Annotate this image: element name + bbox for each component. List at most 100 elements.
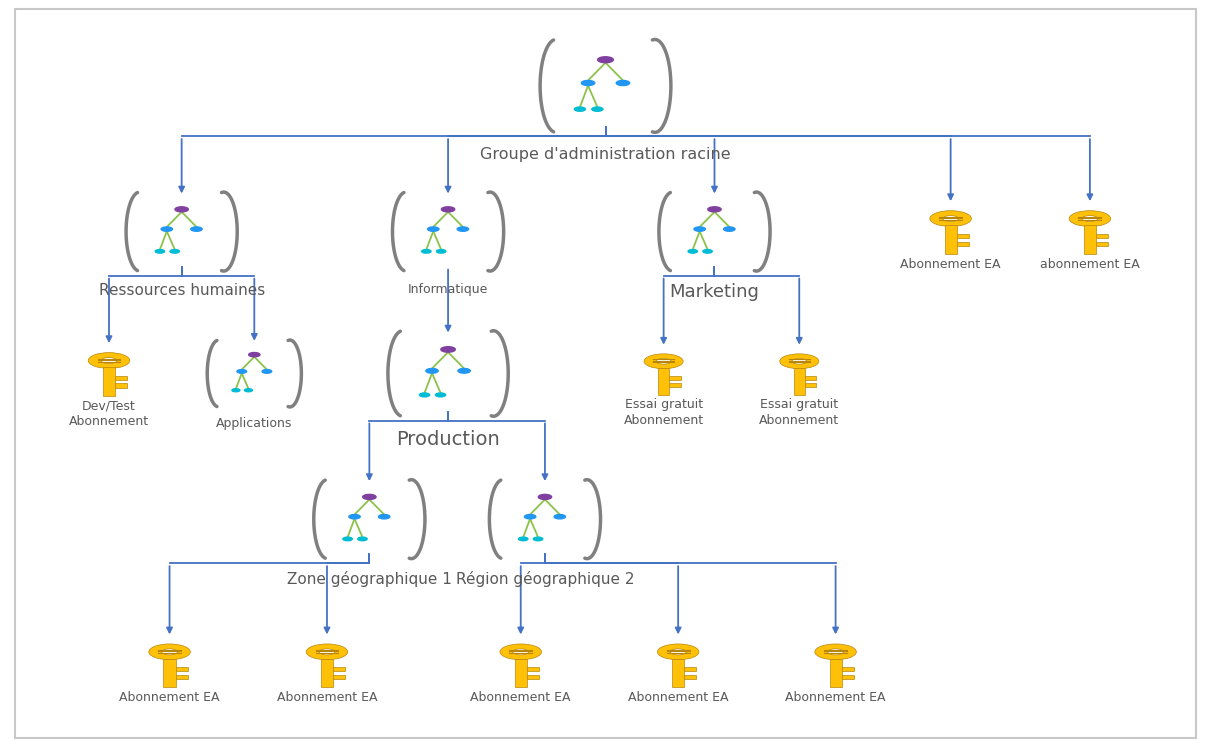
Ellipse shape bbox=[318, 649, 335, 655]
Ellipse shape bbox=[518, 537, 528, 541]
Bar bbox=[684, 675, 696, 679]
Bar bbox=[103, 368, 115, 396]
Text: Marketing: Marketing bbox=[670, 283, 759, 302]
Ellipse shape bbox=[262, 370, 271, 374]
Bar bbox=[115, 376, 127, 380]
Ellipse shape bbox=[574, 107, 585, 111]
Ellipse shape bbox=[827, 649, 844, 655]
Ellipse shape bbox=[343, 537, 352, 541]
Bar bbox=[830, 659, 842, 687]
Ellipse shape bbox=[101, 358, 117, 364]
Ellipse shape bbox=[707, 207, 722, 212]
Ellipse shape bbox=[436, 393, 446, 397]
Bar bbox=[672, 659, 684, 687]
Bar bbox=[1096, 241, 1108, 246]
Ellipse shape bbox=[441, 207, 455, 212]
Bar bbox=[527, 667, 539, 672]
Ellipse shape bbox=[555, 515, 566, 519]
Text: Ressources humaines: Ressources humaines bbox=[98, 283, 265, 299]
Ellipse shape bbox=[245, 388, 252, 391]
Bar bbox=[842, 675, 854, 679]
Bar bbox=[1084, 226, 1096, 254]
Ellipse shape bbox=[458, 227, 469, 232]
Ellipse shape bbox=[533, 537, 543, 541]
Bar bbox=[945, 226, 957, 254]
Bar bbox=[793, 368, 805, 394]
Ellipse shape bbox=[379, 515, 390, 519]
Ellipse shape bbox=[155, 249, 165, 253]
Ellipse shape bbox=[670, 649, 687, 655]
Bar bbox=[1096, 234, 1108, 238]
Bar bbox=[957, 241, 969, 246]
Text: Abonnement EA: Abonnement EA bbox=[120, 691, 219, 704]
Ellipse shape bbox=[161, 649, 178, 655]
Bar bbox=[163, 659, 176, 687]
Bar bbox=[515, 659, 527, 687]
Ellipse shape bbox=[421, 249, 431, 253]
Bar bbox=[333, 675, 345, 679]
Text: Groupe d'administration racine: Groupe d'administration racine bbox=[481, 147, 730, 162]
Ellipse shape bbox=[592, 107, 603, 111]
Ellipse shape bbox=[930, 211, 971, 226]
Ellipse shape bbox=[616, 81, 630, 86]
Bar bbox=[527, 675, 539, 679]
Bar bbox=[321, 659, 333, 687]
Ellipse shape bbox=[658, 644, 699, 660]
Ellipse shape bbox=[644, 354, 683, 369]
Text: Essai gratuit
Abonnement: Essai gratuit Abonnement bbox=[624, 398, 704, 427]
Ellipse shape bbox=[500, 644, 541, 660]
Bar bbox=[842, 667, 854, 672]
Text: Abonnement EA: Abonnement EA bbox=[629, 691, 728, 704]
Ellipse shape bbox=[248, 353, 260, 357]
Ellipse shape bbox=[306, 644, 348, 660]
Ellipse shape bbox=[688, 249, 698, 253]
Ellipse shape bbox=[694, 227, 705, 232]
Bar bbox=[670, 376, 681, 379]
Ellipse shape bbox=[512, 649, 529, 655]
Text: Abonnement EA: Abonnement EA bbox=[471, 691, 570, 704]
Ellipse shape bbox=[1069, 211, 1110, 226]
Bar bbox=[805, 383, 816, 387]
Ellipse shape bbox=[174, 207, 189, 212]
Ellipse shape bbox=[702, 249, 712, 253]
Ellipse shape bbox=[792, 359, 807, 364]
Bar bbox=[805, 376, 816, 379]
Ellipse shape bbox=[426, 368, 438, 374]
Ellipse shape bbox=[598, 57, 613, 63]
Bar bbox=[670, 383, 681, 387]
Ellipse shape bbox=[581, 81, 595, 86]
Text: Abonnement EA: Abonnement EA bbox=[901, 258, 1000, 270]
Ellipse shape bbox=[538, 495, 552, 500]
Ellipse shape bbox=[170, 249, 179, 253]
Bar bbox=[957, 234, 969, 238]
Ellipse shape bbox=[724, 227, 735, 232]
Ellipse shape bbox=[191, 227, 202, 232]
Text: abonnement EA: abonnement EA bbox=[1040, 258, 1140, 270]
Text: Région géographique 2: Région géographique 2 bbox=[455, 571, 635, 587]
Text: Abonnement EA: Abonnement EA bbox=[277, 691, 377, 704]
Bar bbox=[176, 667, 188, 672]
Text: Applications: Applications bbox=[216, 418, 293, 430]
Ellipse shape bbox=[441, 347, 455, 352]
Ellipse shape bbox=[1081, 216, 1098, 222]
Ellipse shape bbox=[149, 644, 190, 660]
Ellipse shape bbox=[524, 515, 535, 519]
Ellipse shape bbox=[436, 249, 446, 253]
Ellipse shape bbox=[780, 354, 819, 369]
Ellipse shape bbox=[656, 359, 671, 364]
Ellipse shape bbox=[88, 353, 130, 368]
Bar bbox=[658, 368, 670, 394]
Text: Informatique: Informatique bbox=[408, 283, 488, 297]
Ellipse shape bbox=[419, 393, 430, 397]
Ellipse shape bbox=[942, 216, 959, 222]
Bar bbox=[684, 667, 696, 672]
Ellipse shape bbox=[815, 644, 856, 660]
Text: Essai gratuit
Abonnement: Essai gratuit Abonnement bbox=[759, 398, 839, 427]
Text: Zone géographique 1: Zone géographique 1 bbox=[287, 571, 452, 587]
Bar bbox=[176, 675, 188, 679]
Text: Production: Production bbox=[396, 430, 500, 449]
Ellipse shape bbox=[362, 495, 377, 500]
Ellipse shape bbox=[161, 227, 172, 232]
Ellipse shape bbox=[349, 515, 360, 519]
Bar bbox=[333, 667, 345, 672]
